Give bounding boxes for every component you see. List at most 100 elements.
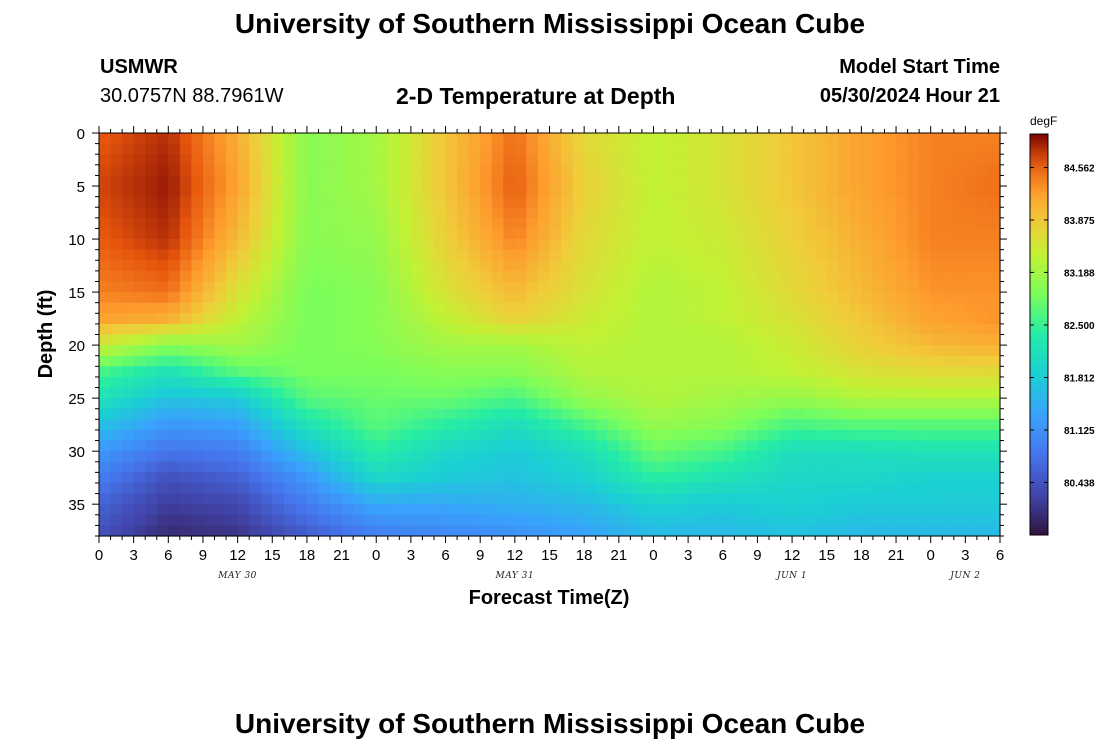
heatmap-cell — [410, 398, 424, 410]
heatmap-cell — [757, 461, 770, 473]
heatmap-cell — [306, 345, 320, 357]
heatmap-cell — [872, 292, 886, 304]
heatmap-cell — [665, 440, 678, 452]
heatmap-cell — [688, 429, 701, 442]
heatmap-cell — [976, 164, 990, 177]
heatmap-cell — [179, 164, 193, 177]
heatmap-cell — [584, 440, 597, 452]
heatmap-cell — [156, 525, 169, 537]
heatmap-cell — [168, 345, 181, 357]
heatmap-cell — [688, 175, 701, 187]
heatmap-cell — [99, 143, 112, 155]
heatmap-cell — [641, 186, 655, 198]
heatmap-cell — [768, 514, 782, 526]
heatmap-cell — [433, 408, 447, 420]
heatmap-cell — [191, 345, 204, 357]
heatmap-cell — [665, 398, 678, 410]
heatmap-cell — [514, 440, 527, 452]
date-label: MAY 31 — [495, 571, 535, 581]
heatmap-cell — [884, 504, 897, 516]
heatmap-cell — [145, 313, 158, 325]
x-tick-label: 18 — [853, 547, 870, 564]
station-id: USMWR — [100, 56, 178, 78]
x-axis-title: Forecast Time(Z) — [469, 587, 630, 609]
heatmap-cell — [561, 482, 574, 495]
heatmap-cell — [618, 366, 631, 378]
heatmap-cell — [884, 239, 897, 251]
heatmap-cell — [145, 345, 158, 357]
heatmap-cell — [953, 228, 966, 240]
heatmap-cell — [283, 281, 296, 293]
heatmap-cell — [792, 239, 805, 251]
heatmap-cell — [665, 493, 678, 505]
heatmap-cell — [768, 429, 782, 442]
heatmap-cell — [849, 525, 862, 537]
heatmap-cells — [99, 133, 1001, 537]
heatmap-cell — [688, 525, 701, 537]
heatmap-cell — [468, 482, 481, 495]
heatmap-cell — [387, 186, 400, 198]
heatmap-cell — [942, 514, 955, 526]
heatmap-cell — [584, 514, 597, 526]
heatmap-cell — [988, 270, 1001, 283]
x-tick-label: 9 — [753, 547, 761, 564]
heatmap-cell — [318, 345, 331, 357]
heatmap-cell — [676, 493, 689, 505]
heatmap-cell — [341, 482, 354, 495]
heatmap-cell — [122, 355, 135, 367]
heatmap-cell — [919, 228, 932, 240]
heatmap-cell — [676, 461, 689, 473]
heatmap-cell — [711, 429, 724, 442]
heatmap-cell — [641, 270, 655, 283]
heatmap-cell — [965, 525, 978, 537]
heatmap-cell — [468, 302, 481, 314]
heatmap-cell — [688, 292, 701, 304]
heatmap-cell — [399, 239, 412, 251]
heatmap-cell — [457, 143, 470, 155]
heatmap-cell — [295, 270, 308, 283]
heatmap-cell — [953, 281, 966, 293]
heatmap-cell — [953, 366, 966, 378]
heatmap-cell — [179, 429, 193, 442]
heatmap-cell — [815, 260, 828, 272]
heatmap-cell — [468, 440, 481, 452]
heatmap-cell — [399, 207, 412, 219]
heatmap-cell — [457, 419, 470, 431]
heatmap-cell — [976, 217, 990, 230]
heatmap-cell — [561, 461, 574, 473]
heatmap-cell — [572, 239, 585, 251]
heatmap-cell — [272, 196, 285, 208]
heatmap-cell — [295, 292, 308, 304]
heatmap-cell — [133, 482, 146, 495]
heatmap-cell — [641, 323, 655, 336]
heatmap-cell — [202, 440, 216, 452]
heatmap-cell — [907, 376, 920, 389]
heatmap-cell — [272, 504, 285, 516]
heatmap-cell — [653, 143, 666, 155]
heatmap-cell — [399, 217, 412, 230]
heatmap-cell — [376, 164, 389, 177]
heatmap-cell — [514, 143, 527, 155]
heatmap-cell — [341, 461, 354, 473]
heatmap-cell — [711, 249, 724, 261]
heatmap-cell — [641, 472, 655, 484]
heatmap-cell — [214, 186, 227, 198]
heatmap-cell — [561, 398, 574, 410]
heatmap-cell — [330, 217, 343, 230]
heatmap-cell — [249, 408, 262, 420]
heatmap-cell — [607, 355, 620, 367]
heatmap-cell — [214, 345, 227, 357]
heatmap-cell — [607, 387, 620, 399]
heatmap-cell — [457, 164, 470, 177]
heatmap-cell — [364, 154, 377, 166]
heatmap-cell — [803, 472, 816, 484]
heatmap-cell — [618, 249, 631, 261]
heatmap-cell — [272, 440, 285, 452]
heatmap-cell — [665, 525, 678, 537]
heatmap-cell — [722, 196, 735, 208]
heatmap-cell — [376, 313, 389, 325]
heatmap-cell — [491, 451, 504, 463]
heatmap-cell — [202, 249, 216, 261]
heatmap-cell — [202, 196, 216, 208]
heatmap-cell — [572, 281, 585, 293]
